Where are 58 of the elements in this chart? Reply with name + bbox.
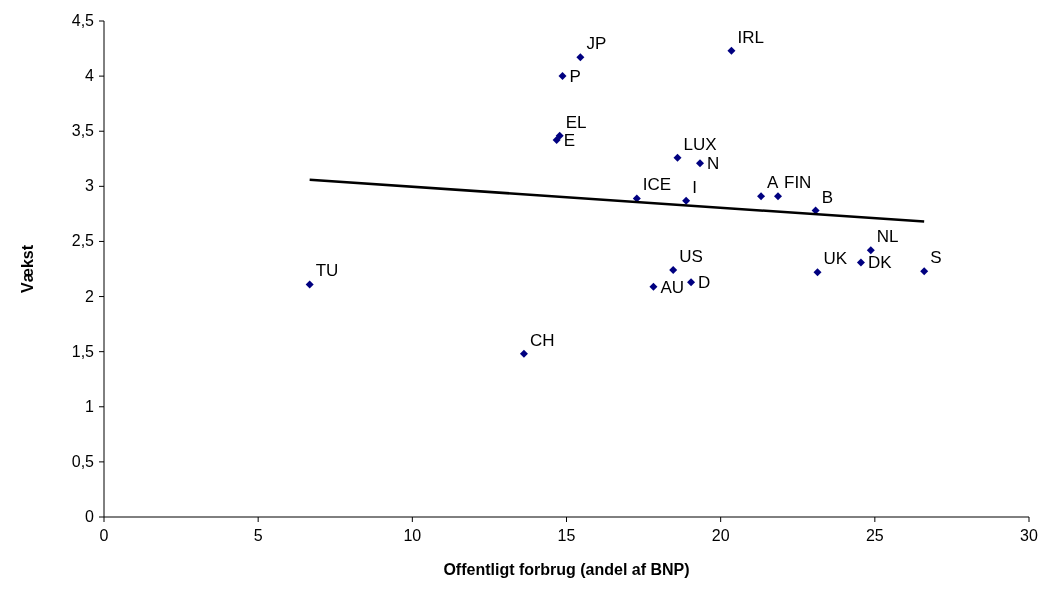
data-label: JP xyxy=(586,34,607,54)
point xyxy=(727,46,736,55)
x-tick-label: 0 xyxy=(99,527,109,544)
point xyxy=(920,267,929,276)
point xyxy=(774,192,783,201)
data-label: I xyxy=(692,177,697,197)
data-label: TU xyxy=(315,261,339,281)
x-tick-label: 25 xyxy=(865,527,884,544)
x-axis-title: Offentligt forbrug (andel af BNP) xyxy=(443,561,690,578)
point xyxy=(669,266,678,275)
data-label: IRL xyxy=(737,27,764,47)
data-label: P xyxy=(569,67,581,87)
x-tick-label: 30 xyxy=(1020,527,1038,544)
y-tick-label: 3 xyxy=(85,177,95,195)
point xyxy=(682,196,691,205)
data-label: FIN xyxy=(784,173,812,193)
point xyxy=(813,268,822,277)
point xyxy=(649,282,658,291)
y-tick-label: 1,5 xyxy=(71,342,95,360)
x-tick-label: 10 xyxy=(403,527,422,544)
y-tick-label: 0,5 xyxy=(71,452,95,470)
point xyxy=(558,72,567,81)
x-tick-label: 15 xyxy=(557,527,576,544)
x-tick-label: 20 xyxy=(711,527,730,544)
y-tick-label: 2,5 xyxy=(71,232,95,250)
data-label: EL xyxy=(565,112,587,132)
y-tick-label: 0 xyxy=(85,508,95,525)
y-tick-label: 4,5 xyxy=(71,12,95,29)
point xyxy=(856,258,865,267)
x-tick-label: 5 xyxy=(253,527,263,544)
data-label: N xyxy=(707,154,720,174)
data-label: E xyxy=(563,131,575,151)
point xyxy=(696,159,705,168)
data-label: B xyxy=(821,187,833,207)
y-tick-label: 2 xyxy=(85,287,95,305)
y-axis-title: Vækst xyxy=(19,244,36,294)
point xyxy=(673,153,682,162)
data-label: S xyxy=(930,248,942,268)
point xyxy=(305,280,314,289)
data-label: UK xyxy=(823,249,848,269)
point xyxy=(757,192,766,201)
data-label: ICE xyxy=(642,175,672,195)
point xyxy=(866,246,875,255)
data-label: A xyxy=(767,173,780,193)
data-label: AU xyxy=(660,277,685,297)
data-label: NL xyxy=(876,227,899,247)
data-label: CH xyxy=(529,330,555,350)
data-label: DK xyxy=(867,253,893,273)
y-tick-label: 4 xyxy=(85,67,95,85)
point xyxy=(687,278,696,287)
point xyxy=(519,349,528,358)
data-label: LUX xyxy=(683,134,717,154)
y-tick-label: 1 xyxy=(85,397,95,415)
data-label: US xyxy=(679,247,703,267)
y-tick-label: 3,5 xyxy=(71,122,95,140)
data-label: D xyxy=(698,273,711,293)
point xyxy=(576,53,585,62)
point xyxy=(552,136,561,145)
